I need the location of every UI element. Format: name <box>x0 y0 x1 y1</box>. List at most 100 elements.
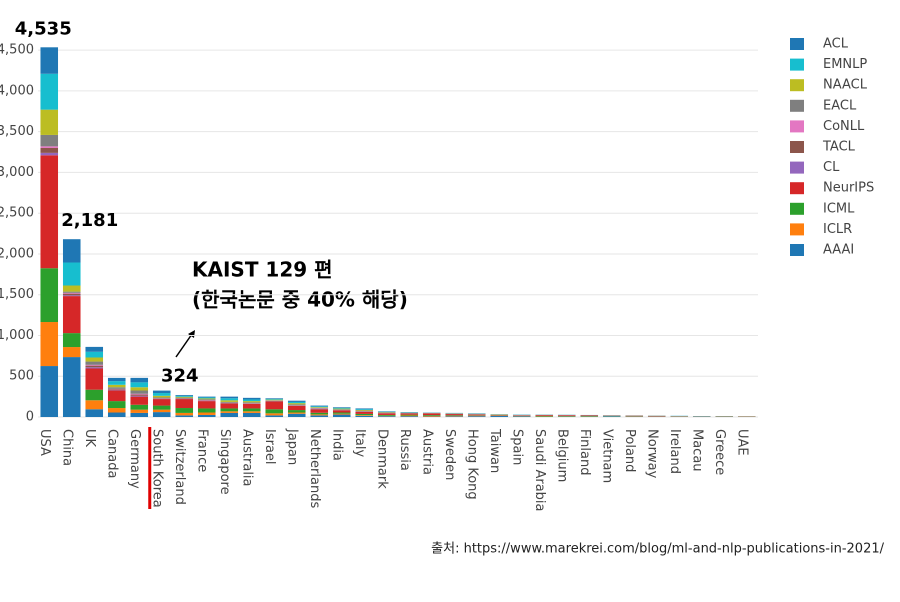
bar-segment <box>62 291 81 293</box>
bar-segment <box>355 409 374 411</box>
bar-segment <box>467 414 486 416</box>
legend-label: CoNLL <box>823 119 865 134</box>
bar-segment <box>310 414 329 416</box>
bar-segment <box>580 415 599 417</box>
bar-segment <box>422 413 441 416</box>
bar-segment <box>152 399 171 406</box>
bar-segment <box>107 408 126 413</box>
bar-segment <box>85 389 104 401</box>
bar-segment <box>265 401 284 410</box>
legend-swatch <box>790 202 804 215</box>
bar-segment <box>107 412 126 417</box>
bar-segment <box>197 396 216 398</box>
bar-segment <box>107 377 126 382</box>
legend-swatch <box>790 99 804 112</box>
bar-segment <box>40 155 59 269</box>
bar-segment <box>40 47 59 74</box>
legend-swatch <box>790 161 804 174</box>
bar-segment <box>175 397 194 399</box>
bar-segment <box>85 400 104 410</box>
annotation-arrow <box>175 333 193 358</box>
bar-segment <box>400 414 419 416</box>
bar-segment <box>332 408 351 410</box>
bar-segment <box>85 357 104 362</box>
bar-segment <box>377 414 396 416</box>
bar-segment <box>40 322 59 367</box>
legend-label: AAAI <box>823 243 854 258</box>
bar-segment <box>197 397 216 399</box>
bar-segment <box>220 412 239 417</box>
bar-segment <box>445 414 464 416</box>
bar-segment <box>422 415 441 416</box>
x-tick-label: Netherlands <box>307 429 322 508</box>
bar-segment <box>602 416 621 417</box>
bar-segment <box>85 365 104 368</box>
bar-segment <box>130 390 149 394</box>
legend-label: TACL <box>822 140 856 155</box>
bar-segment <box>62 296 81 334</box>
bar-segment <box>107 390 126 402</box>
bar-segment <box>107 389 126 391</box>
x-tick-label: Switzerland <box>172 429 187 505</box>
bar-segment <box>152 390 171 394</box>
arrow-head <box>188 330 195 338</box>
bar-segment <box>85 364 104 366</box>
x-tick-label: India <box>329 429 344 461</box>
bar-segment <box>332 410 351 413</box>
bar-segment <box>130 396 149 405</box>
bar-segment <box>40 268 59 323</box>
legend-label: NAACL <box>823 78 868 93</box>
bar-segment <box>152 397 171 399</box>
bar-segment <box>265 398 284 399</box>
bar-segment <box>310 415 329 417</box>
bar-segment <box>220 403 239 409</box>
bar-segment <box>152 412 171 417</box>
legend-swatch <box>790 58 804 71</box>
bar-segment <box>242 397 261 400</box>
bar-segment <box>265 413 284 416</box>
y-tick-label: 1,500 <box>0 287 34 302</box>
legend-swatch <box>790 79 804 92</box>
bar-segment <box>355 410 374 412</box>
bar-segment <box>287 413 306 417</box>
bar-segment <box>62 295 81 297</box>
bar-segment <box>197 408 216 413</box>
x-tick-label: Japan <box>284 428 299 465</box>
bar-segment <box>85 361 104 365</box>
y-tick-label: 3,000 <box>0 165 34 180</box>
y-tick-label: 3,500 <box>0 124 34 139</box>
bar-segment <box>332 407 351 408</box>
bar-segment <box>400 413 419 415</box>
bar-segment <box>310 406 329 408</box>
bar-segment <box>265 409 284 414</box>
bar-segment <box>40 152 59 156</box>
bar-segment <box>220 398 239 401</box>
bar-segment <box>242 412 261 417</box>
bar-segment <box>175 408 194 413</box>
bar-segment <box>197 398 216 400</box>
annotation-line: (한국논문 중 40% 해당) <box>192 288 408 312</box>
bar-segment <box>130 412 149 417</box>
bar-segment <box>175 396 194 398</box>
legend-swatch <box>790 244 804 256</box>
source: 출처: https://www.marekrei.com/blog/ml-and… <box>431 542 884 557</box>
bar-segment <box>535 415 554 417</box>
bar-segment <box>242 401 261 403</box>
bar-segment <box>85 367 104 369</box>
y-tick-label: 500 <box>9 369 34 384</box>
y-tick-label: 2,000 <box>0 246 34 261</box>
x-tick-label: Belgium <box>554 429 569 482</box>
bar-segment <box>107 384 126 388</box>
x-tick-label: UK <box>82 429 97 448</box>
x-tick-label: USA <box>37 429 52 456</box>
bar-segment <box>130 409 149 413</box>
bar-segment <box>62 357 81 417</box>
bar-segment <box>40 147 59 153</box>
legend-swatch <box>790 38 804 50</box>
legend-label: ICML <box>823 201 855 216</box>
bar-segment <box>175 399 194 409</box>
bar-segment <box>130 393 149 395</box>
total-label: 2,181 <box>61 210 118 231</box>
bar-segment <box>220 400 239 402</box>
bar-segment <box>62 333 81 348</box>
